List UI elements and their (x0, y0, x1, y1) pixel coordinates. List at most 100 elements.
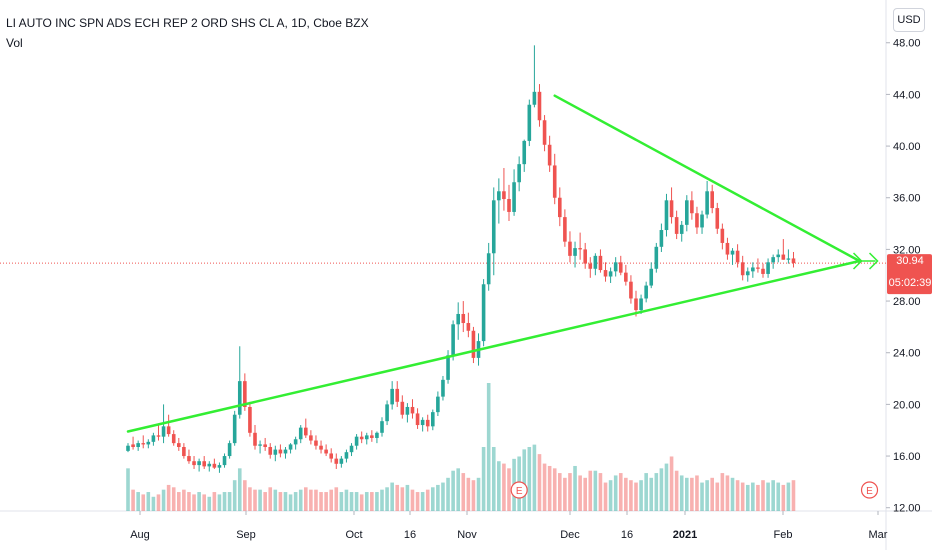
volume-bar (558, 473, 562, 511)
volume-bar (380, 489, 384, 511)
candle-body (192, 461, 196, 466)
time-tick-label: Aug (130, 529, 150, 541)
volume-bar (791, 480, 796, 511)
candle-body (471, 330, 476, 358)
time-axis[interactable]: Aug Sep Oct 16 Nov Dec 16 2021 Feb Mar (130, 511, 888, 541)
symbol-title[interactable]: LI AUTO INC SPN ADS ECH REP 2 ORD SHS CL… (6, 16, 369, 30)
candle-body (593, 255, 598, 269)
candle-body (685, 200, 689, 225)
volume-bar (283, 492, 288, 511)
candle-body (613, 262, 618, 272)
volume-bar (136, 492, 140, 511)
volume-bar (507, 468, 511, 511)
candle-body (583, 249, 587, 264)
candle-body (441, 379, 445, 397)
volume-bar (370, 492, 374, 511)
trendline-1 (553, 94, 861, 263)
candle-body (537, 91, 542, 121)
candle-body (715, 208, 720, 229)
candle-body (268, 447, 273, 455)
candle-body (197, 461, 201, 466)
candle-body (740, 262, 745, 276)
volume-bar (578, 475, 582, 511)
volume-bar (659, 468, 664, 511)
time-tick-label: Sep (236, 529, 256, 541)
volume-bar (776, 482, 781, 511)
volume-bar (618, 473, 623, 511)
candle-body (674, 217, 679, 234)
candle-body (522, 140, 527, 165)
candle-body (502, 191, 506, 200)
candle-body (217, 465, 222, 468)
candle-body (786, 258, 791, 260)
price-tick-label: 48.00 (893, 38, 921, 50)
volume-bar (700, 482, 704, 511)
candle-body (329, 453, 333, 459)
candle-body (212, 463, 217, 468)
candle-body (481, 284, 486, 342)
volume-bar (522, 449, 527, 511)
volume-bar (751, 482, 755, 511)
candle-body (639, 298, 643, 311)
candle-body (232, 414, 237, 444)
volume-bar (451, 470, 455, 511)
volume-bar (542, 463, 547, 511)
volume-bar (679, 475, 684, 511)
volume-bar (705, 480, 709, 511)
candle-body (568, 241, 572, 256)
price-tick-label: 20.00 (893, 399, 921, 411)
volume-bar (227, 492, 232, 511)
volume-bar (725, 475, 730, 511)
candle-body (400, 401, 405, 415)
candle-body (420, 419, 425, 426)
volume-bar (639, 480, 643, 511)
candle-body (309, 435, 313, 441)
trendlines[interactable] (126, 94, 879, 433)
volume-bar (319, 492, 323, 511)
volume-bar (420, 492, 425, 511)
candle-body (314, 440, 318, 446)
volume-bar (603, 482, 608, 511)
volume-bar (425, 489, 430, 511)
currency-button[interactable]: USD (893, 8, 925, 32)
candle-body (425, 419, 430, 427)
time-tick-label: Feb (774, 529, 793, 541)
time-tick-label: 16 (621, 529, 633, 541)
candle-body (451, 324, 455, 356)
volume-bar (400, 487, 405, 511)
volume-bar (156, 494, 161, 511)
volume-bar (151, 496, 156, 511)
volume-bar (644, 473, 648, 511)
candle-body (791, 258, 796, 264)
volume-bar (624, 477, 628, 511)
time-tick-label: Mar (869, 529, 888, 541)
volume-bar (456, 468, 460, 511)
candle-body (171, 434, 176, 444)
volume-bar (359, 494, 364, 511)
candle-body (624, 272, 628, 282)
time-tick-label: Oct (345, 529, 362, 541)
candle-body (136, 443, 140, 448)
candle-body (608, 271, 613, 277)
volume-bar (613, 475, 618, 511)
candle-body (395, 388, 400, 402)
candle-body (258, 444, 262, 446)
volume-bar (568, 473, 572, 511)
volume-bar (720, 473, 725, 511)
candle-body (664, 200, 669, 231)
volume-label[interactable]: Vol (6, 36, 23, 50)
price-axis[interactable]: 12.00 16.00 20.00 24.00 28.00 32.00 36.00 40.00… (886, 38, 932, 515)
candle-body (735, 250, 740, 263)
candle-body (603, 270, 608, 277)
candle-body (659, 230, 664, 247)
candle-body (466, 323, 471, 331)
candle-body (227, 443, 232, 457)
volume-bar (131, 489, 135, 511)
time-tick-label: 2021 (673, 529, 697, 541)
volume-bar (593, 470, 598, 511)
price-tick-label: 40.00 (893, 141, 921, 153)
time-tick-label: Nov (457, 529, 477, 541)
volume-bar (466, 477, 471, 511)
